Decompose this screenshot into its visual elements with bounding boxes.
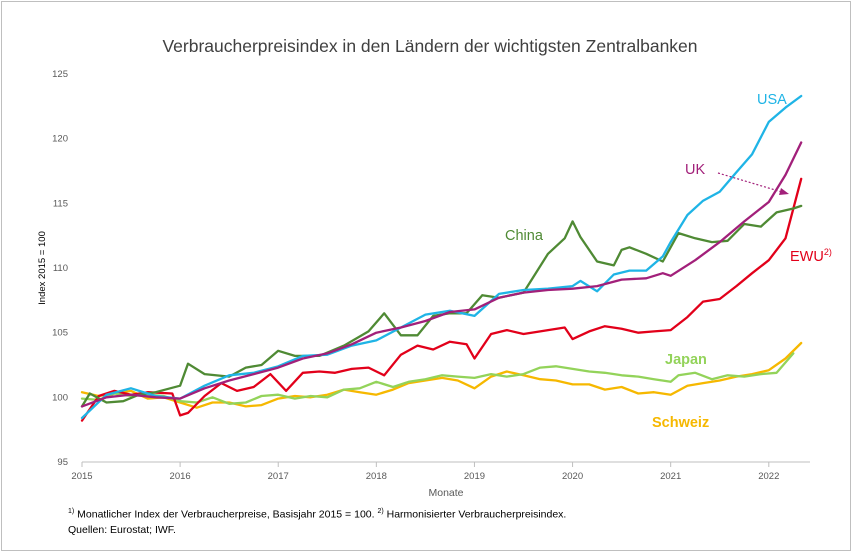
uk-pointer-arrowhead [779,188,789,195]
y-tick-label: 100 [52,392,68,403]
y-tick-label: 115 [53,198,68,209]
label-japan: Japan [665,352,707,368]
series-line-ewu [80,177,803,422]
y-tick-label: 120 [52,134,68,145]
x-tick-label: 2015 [71,471,92,482]
label-uk: UK [685,162,705,178]
x-tick-label: 2018 [366,471,387,482]
label-schweiz: Schweiz [652,415,709,431]
x-tick-label: 2021 [660,471,681,482]
series-line-usa [80,94,803,420]
footnote-line-1: 1) Monatlicher Index der Verbraucherprei… [68,508,567,521]
x-tick-label: 2016 [170,471,191,482]
series-line-japan [80,352,795,405]
y-tick-label: 125 [52,69,68,80]
y-axis-title: Index 2015 = 100 [37,231,48,305]
x-axis-title: Monate [428,487,463,499]
x-tick-label: 2020 [562,471,583,482]
label-china: China [505,228,544,244]
y-tick-label: 95 [57,457,68,468]
footnote-line-2: Quellen: Eurostat; IWF. [68,523,176,536]
label-ewu: EWU2) [790,247,832,265]
uk-pointer-line [717,172,783,193]
y-tick-label: 110 [53,263,68,274]
series-line-schweiz [80,341,803,409]
x-tick-label: 2019 [464,471,485,482]
x-tick-label: 2022 [758,471,779,482]
x-tick-label: 2017 [268,471,289,482]
label-usa: USA [757,92,787,108]
chart-title: Verbraucherpreisindex in den Ländern der… [162,36,697,56]
label-ewu-sup: 2) [824,247,832,257]
footnotes: 1) Monatlicher Index der Verbraucherprei… [68,504,566,538]
series-line-uk [80,141,803,408]
y-tick-label: 105 [52,328,68,339]
